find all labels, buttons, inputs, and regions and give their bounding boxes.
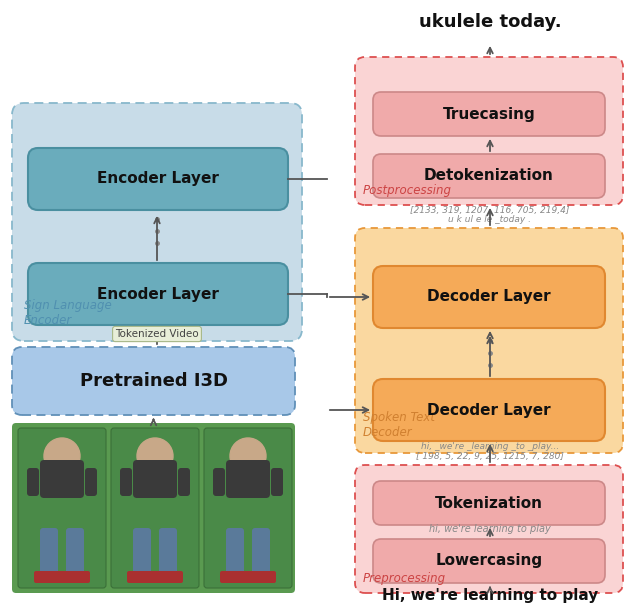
Circle shape [137,438,173,474]
FancyBboxPatch shape [12,423,295,593]
Circle shape [44,438,80,474]
Text: Postprocessing: Postprocessing [363,184,452,197]
Text: Decoder Layer: Decoder Layer [427,289,551,305]
Text: [2133, 319, 1207, 116, 705, 219,4]: [2133, 319, 1207, 116, 705, 219,4] [410,206,570,215]
FancyBboxPatch shape [373,481,605,525]
FancyBboxPatch shape [133,528,151,578]
FancyBboxPatch shape [12,103,302,341]
FancyBboxPatch shape [40,528,58,578]
FancyBboxPatch shape [27,468,39,496]
Text: hi, _we're _learning _to _play...: hi, _we're _learning _to _play... [421,442,559,451]
Text: Preprocessing: Preprocessing [363,572,446,585]
FancyBboxPatch shape [271,468,283,496]
FancyBboxPatch shape [226,460,270,498]
FancyBboxPatch shape [373,154,605,198]
Text: Encoder Layer: Encoder Layer [97,171,219,186]
FancyBboxPatch shape [18,428,106,588]
Text: Lowercasing: Lowercasing [435,554,543,569]
FancyBboxPatch shape [66,528,84,578]
Circle shape [230,438,266,474]
FancyBboxPatch shape [111,428,199,588]
FancyBboxPatch shape [373,92,605,136]
Text: hi, we're learning to play: hi, we're learning to play [429,524,551,534]
Text: Hi, we're learning to play: Hi, we're learning to play [382,588,598,603]
FancyBboxPatch shape [159,528,177,578]
FancyBboxPatch shape [355,465,623,593]
FancyBboxPatch shape [373,539,605,583]
Text: Spoken Text
Decoder: Spoken Text Decoder [363,411,435,439]
FancyBboxPatch shape [28,148,288,210]
FancyBboxPatch shape [34,571,90,583]
FancyBboxPatch shape [355,57,623,205]
FancyBboxPatch shape [133,460,177,498]
FancyBboxPatch shape [226,528,244,578]
FancyBboxPatch shape [178,468,190,496]
FancyBboxPatch shape [28,263,288,325]
FancyBboxPatch shape [12,347,295,415]
FancyBboxPatch shape [373,379,605,441]
FancyBboxPatch shape [40,460,84,498]
Text: ukulele today.: ukulele today. [419,13,561,31]
Text: [ 198, 5, 22, 9, 25, 1215, 7, 280]: [ 198, 5, 22, 9, 25, 1215, 7, 280] [416,452,564,461]
FancyBboxPatch shape [204,428,292,588]
FancyBboxPatch shape [355,228,623,453]
FancyBboxPatch shape [127,571,183,583]
Text: Pretrained I3D: Pretrained I3D [79,372,227,390]
FancyBboxPatch shape [85,468,97,496]
FancyBboxPatch shape [213,468,225,496]
Text: Truecasing: Truecasing [443,107,536,121]
FancyBboxPatch shape [373,266,605,328]
FancyBboxPatch shape [120,468,132,496]
Text: Detokenization: Detokenization [424,168,554,183]
Text: Decoder Layer: Decoder Layer [427,402,551,417]
Text: u k ul e le _today .: u k ul e le _today . [449,215,531,224]
FancyBboxPatch shape [220,571,276,583]
Text: Tokenization: Tokenization [435,496,543,511]
Text: Tokenized Video: Tokenized Video [115,329,199,339]
Text: Sign Language
Encoder: Sign Language Encoder [24,299,112,327]
Text: Encoder Layer: Encoder Layer [97,286,219,302]
FancyBboxPatch shape [252,528,270,578]
